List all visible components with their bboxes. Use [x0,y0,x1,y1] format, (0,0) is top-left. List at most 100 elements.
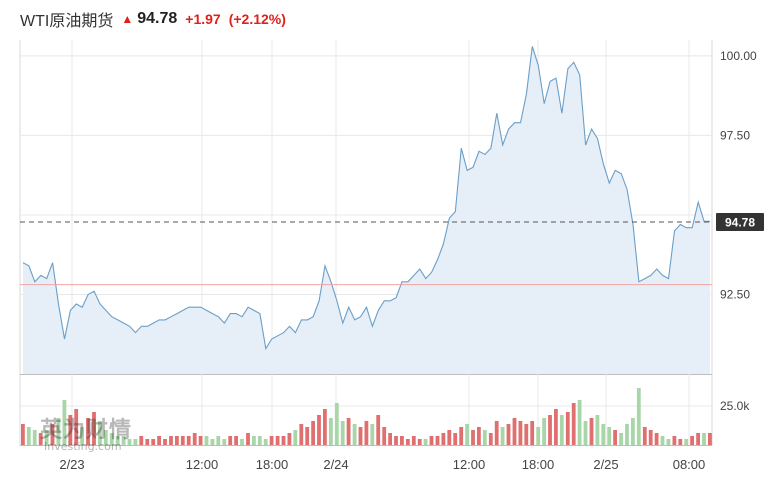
volume-bar [157,436,161,445]
volume-bar [394,436,398,445]
volume-bar [583,421,588,445]
volume-bar [417,439,422,445]
volume-bar [180,436,185,445]
volume-bar [423,439,428,445]
volume-bar [269,436,274,445]
volume-bar [50,424,55,445]
volume-bar [198,436,203,445]
volume-bar [346,418,351,445]
volume-bar [447,430,452,445]
volume-bar [204,436,209,445]
volume-bar [559,415,564,445]
volume-bar [109,433,114,445]
volume-bar [133,439,138,445]
volume-bar [524,424,529,445]
volume-bar [654,433,659,445]
volume-bar [465,424,469,445]
volume-bar [275,436,280,445]
volume-bar [169,436,173,445]
volume-bar [323,409,327,445]
volume-bar [186,436,191,445]
volume-bar [708,433,712,445]
volume-bar [494,421,499,445]
x-tick-label: 2/25 [593,457,618,472]
volume-bar [68,415,73,445]
volume-bar [299,424,304,445]
volume-bar [103,430,108,445]
volume-bar [648,430,653,445]
volume-bar [400,436,404,445]
volume-bar [317,415,321,445]
volume-bar [601,424,606,445]
volume-bar [554,409,558,445]
volume-bar [613,430,617,445]
volume-bar [329,418,333,445]
volume-bar [477,427,481,445]
volume-bar [216,436,221,445]
volume-bar [696,433,700,445]
volume-bar [488,433,493,445]
volume-bar [370,424,375,445]
current-price-tag-label: 94.78 [725,215,755,229]
y-tick-label: 100.00 [720,49,757,63]
volume-bar [459,427,464,445]
volume-bar [388,433,392,445]
price-change-percent: (+2.12%) [228,11,286,27]
volume-bar [441,433,446,445]
volume-bar [80,427,84,445]
volume-tick-label: 25.0k [720,399,750,413]
volume-bar [536,427,541,445]
volume-bar [660,436,665,445]
volume-bar [672,436,677,445]
volume-bar [246,433,250,445]
volume-bar [702,433,706,445]
x-tick-label: 18:00 [522,457,555,472]
watermark-logo: 英为财情 Investing.com [40,412,132,453]
volume-bar [625,424,629,445]
volume-bar [44,430,49,445]
volume-bar [222,439,227,445]
watermark-cn: 英为财情 [40,418,133,443]
y-tick-label: 92.50 [720,287,750,301]
volume-bar [352,424,357,445]
volume-bar [92,412,96,445]
last-price: 94.78 [137,10,178,27]
volume-bar [382,427,387,445]
volume-bar [607,427,612,445]
price-area [23,46,710,375]
volume-bar [151,439,156,445]
x-tick-label: 12:00 [453,457,486,472]
instrument-title: WTI原油期货 [20,13,114,30]
up-arrow-icon: ▲ [121,12,134,26]
volume-bar [453,433,458,445]
volume-bar [411,436,416,445]
volume-bar [234,436,238,445]
volume-bar [690,436,694,445]
volume-bar [121,436,126,445]
volume-bar [127,439,132,445]
volume-bar [565,412,570,445]
volume-bar [263,439,268,445]
volume-bar [26,427,31,445]
volume-bar [192,433,197,445]
volume-bar [21,424,25,445]
volume-bar [228,436,233,445]
volume-bar [482,430,487,445]
volume-bar [666,439,671,445]
volume-bar [631,418,635,445]
volume-bar [115,436,120,445]
volume-bar [512,418,517,445]
volume-bar [293,430,298,445]
x-tick-label: 2/24 [323,457,348,472]
volume-bar [577,400,582,445]
volume-bar [548,415,552,445]
volume-bar [589,418,594,445]
y-tick-label: 97.50 [720,128,750,142]
volume-bar [471,430,475,445]
price-line [22,46,710,351]
volume-bar [340,421,345,445]
volume-bar [429,436,434,445]
volume-bar [98,421,102,445]
volume-bar [636,388,641,445]
